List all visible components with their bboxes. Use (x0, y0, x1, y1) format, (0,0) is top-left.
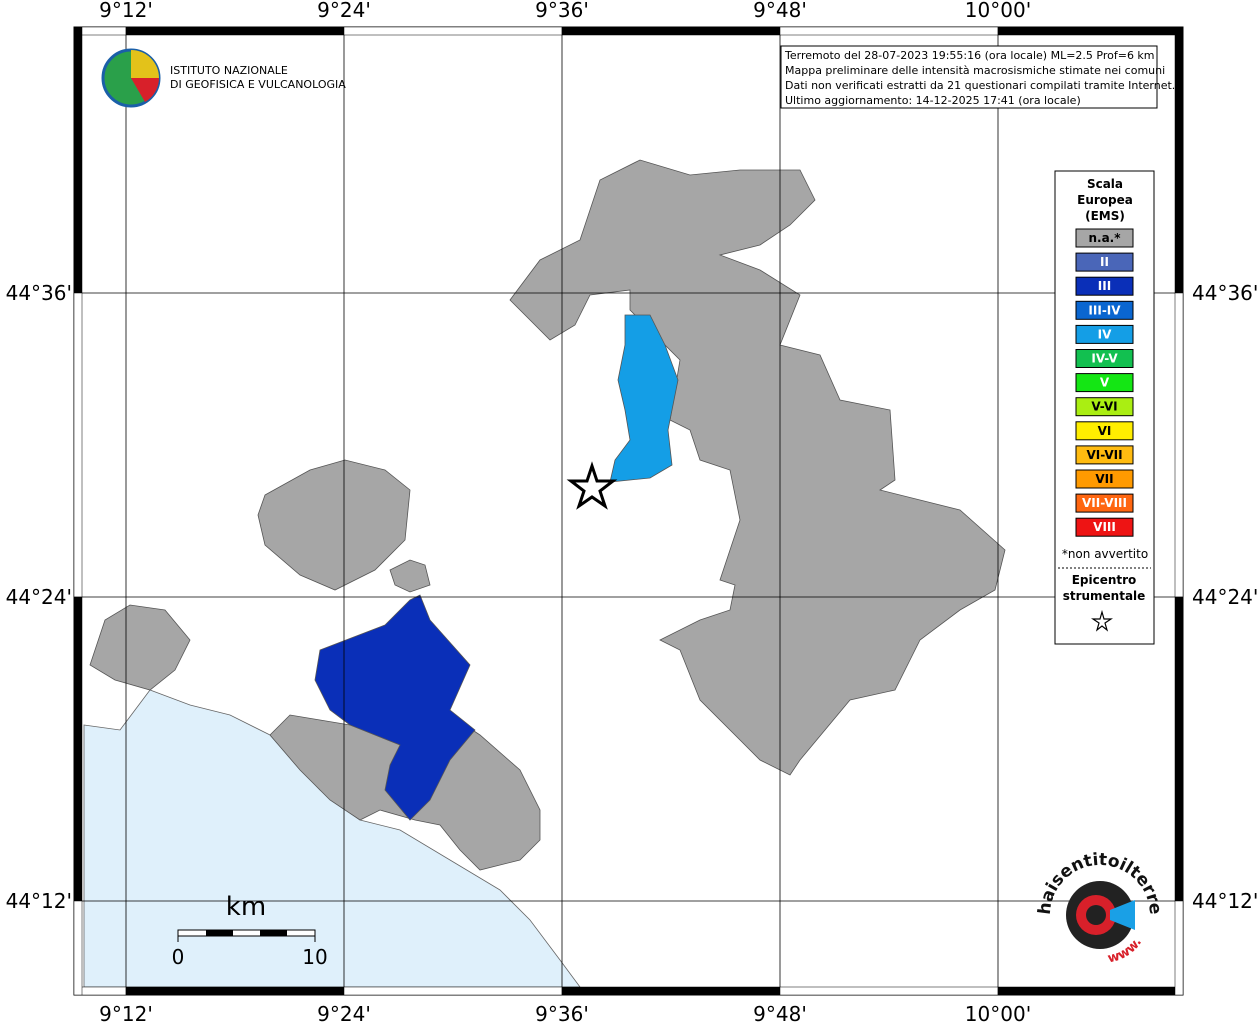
scale-bar-segment (260, 930, 287, 936)
longitude-label: 9°12' (99, 1002, 153, 1024)
latitude-label: 44°24' (6, 585, 72, 609)
ingv-logo: ISTITUTO NAZIONALE DI GEOFISICA E VULCAN… (101, 48, 346, 108)
org-name: ISTITUTO NAZIONALE (170, 64, 288, 77)
info-line: Mappa preliminare delle intensità macros… (785, 64, 1165, 77)
longitude-label: 10°00' (965, 0, 1031, 22)
legend-label: III-IV (1088, 303, 1121, 317)
frame-bar (1174, 596, 1184, 902)
region-na (257, 459, 411, 591)
latitude-label: 44°36' (1192, 281, 1257, 305)
region-iv (609, 314, 679, 483)
logo-segment (131, 50, 159, 78)
legend-label: V-VI (1091, 400, 1117, 414)
legend: ScalaEuropea(EMS)n.a.*IIIIIIII-IVIVIV-VV… (1054, 170, 1155, 645)
frame-bar (73, 900, 83, 996)
frame-bar (125, 26, 345, 36)
frame-bar (343, 986, 563, 996)
longitude-label: 9°48' (753, 0, 807, 22)
region-na (509, 159, 1006, 776)
info-line: Terremoto del 28-07-2023 19:55:16 (ora l… (784, 49, 1155, 62)
epicenter-star (566, 461, 618, 510)
frame-bar (779, 986, 999, 996)
frame-bar (561, 26, 781, 36)
legend-note: *non avvertito (1062, 547, 1148, 561)
legend-epicenter: Epicentro (1072, 573, 1137, 587)
frame-bar (1174, 900, 1184, 996)
legend-label: n.a.* (1088, 231, 1121, 245)
longitude-label: 9°24' (317, 0, 371, 22)
scale-bar-body (177, 929, 316, 937)
frame-bars (73, 26, 1184, 996)
municipalities (89, 159, 1006, 871)
region-na (389, 559, 431, 593)
legend-swatch (1075, 228, 1134, 248)
legend-swatch (1075, 421, 1134, 441)
legend-swatch (1075, 517, 1134, 537)
legend-swatch (1075, 324, 1134, 344)
logo-circle (1086, 905, 1106, 925)
legend-label: III (1098, 279, 1111, 293)
info-box (780, 45, 1158, 109)
legend-swatch (1075, 276, 1134, 296)
scale-label: 0 (172, 945, 185, 969)
legend-swatch (1075, 300, 1134, 320)
longitude-label: 9°12' (99, 0, 153, 22)
info-line: Dati non verificati estratti da 21 quest… (785, 79, 1175, 92)
logo-segment (131, 78, 159, 102)
frame-bar (73, 596, 83, 902)
legend-label: VIII (1093, 520, 1116, 534)
legend-swatch (1075, 349, 1134, 368)
legend-swatch (1075, 252, 1134, 272)
frame-bar (997, 26, 1184, 36)
longitude-label: 9°36' (535, 0, 589, 22)
legend-swatch (1075, 445, 1134, 465)
frame-bar (1174, 26, 1184, 294)
scale-label: 10 (302, 945, 327, 969)
frame-bar (73, 292, 83, 598)
frame-bar (1174, 292, 1184, 598)
longitude-label: 10°00' (965, 1002, 1031, 1024)
longitude-label: 9°24' (317, 1002, 371, 1024)
latitude-label: 44°36' (6, 281, 72, 305)
legend-title: Europea (1077, 193, 1133, 207)
org-name: DI GEOFISICA E VULCANOLOGIA (170, 78, 346, 91)
frame-bar (125, 986, 345, 996)
latitude-label: 44°24' (1192, 585, 1257, 609)
frame-bar (343, 26, 563, 36)
frame-bar (73, 26, 83, 294)
frame-bar (779, 26, 999, 36)
region-iii (314, 594, 476, 821)
scale-unit: km (226, 892, 266, 922)
legend-swatch (1075, 397, 1134, 417)
legend-label: IV-V (1091, 352, 1118, 366)
scale-bar: km 0 10 (172, 892, 328, 969)
legend-label: V (1100, 376, 1110, 390)
info-line: Ultimo aggiornamento: 14-12-2025 17:41 (… (785, 94, 1081, 107)
longitude-label: 9°48' (753, 1002, 807, 1024)
sea (83, 689, 581, 988)
legend-label: VI-VII (1086, 448, 1122, 462)
region-na (89, 604, 191, 691)
legend-label: II (1100, 255, 1109, 269)
legend-title: (EMS) (1085, 209, 1125, 223)
frame-bar (561, 986, 781, 996)
legend-label: VI (1098, 424, 1112, 438)
legend-title: Scala (1087, 177, 1123, 191)
latitude-label: 44°12' (1192, 889, 1257, 913)
legend-label: VII-VIII (1082, 496, 1127, 510)
logo-speaker (1110, 900, 1135, 930)
legend-star (1091, 609, 1113, 632)
longitude-label: 9°36' (535, 1002, 589, 1024)
legend-swatch (1075, 493, 1134, 513)
legend-label: VII (1095, 472, 1113, 486)
legend-swatch (1075, 469, 1134, 489)
scale-bar-segment (206, 930, 233, 936)
graticule: 9°12' 9°12' 9°24' 9°24' 9°36' 9°36' 9°48' 9°48'… (6, 0, 1257, 1024)
legend-label: IV (1098, 327, 1112, 341)
legend-epicenter: strumentale (1063, 589, 1146, 603)
latitude-label: 44°12' (6, 889, 72, 913)
legend-swatch (1075, 373, 1134, 393)
frame-bar (997, 986, 1184, 996)
